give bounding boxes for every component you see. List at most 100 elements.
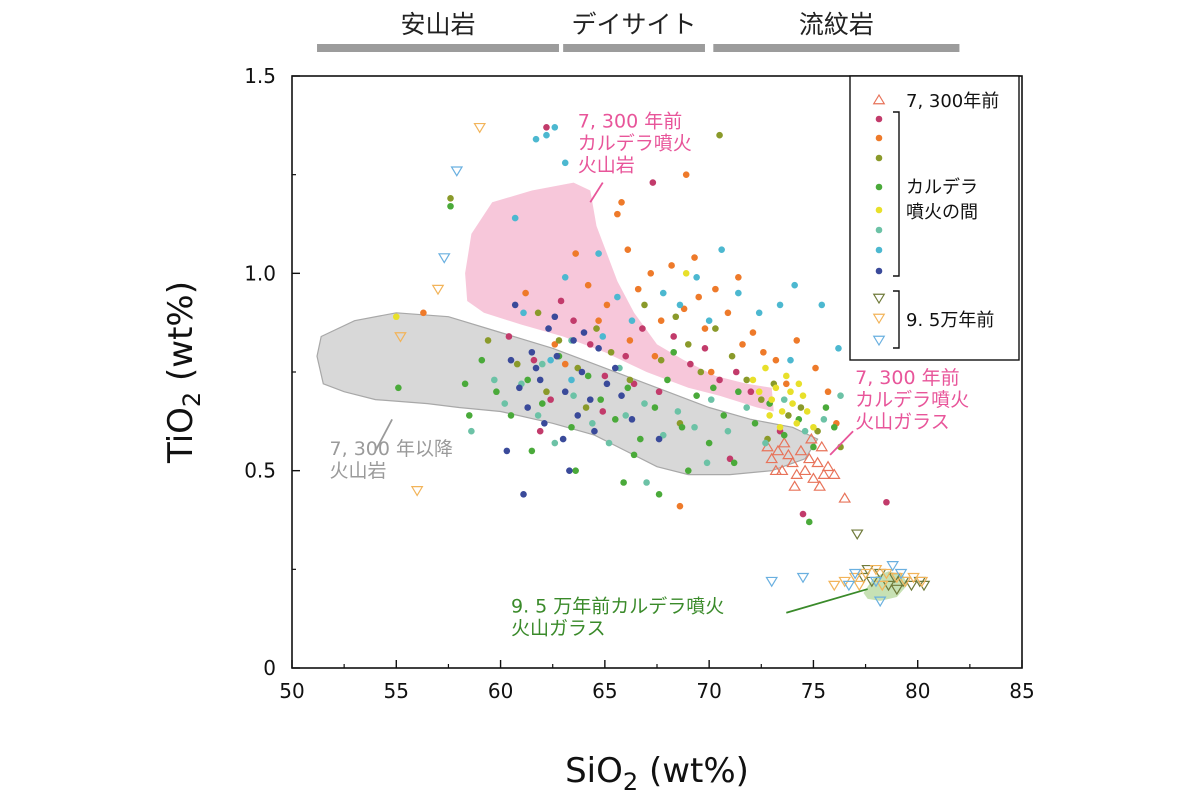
- data-point: [720, 412, 728, 419]
- data-point: [894, 568, 908, 580]
- data-point: [641, 301, 648, 309]
- data-point: [473, 122, 487, 134]
- data-point: [739, 341, 746, 348]
- data-point: [735, 289, 742, 297]
- annotation-arrow: [589, 182, 604, 203]
- x-axis-label-sub: 2: [623, 768, 638, 796]
- data-point: [607, 348, 615, 356]
- legend-box: [849, 75, 1020, 361]
- data-point: [599, 408, 607, 415]
- rock-class-bars: 安山岩 デイサイト 流紋岩: [317, 10, 960, 52]
- annotation-text: カルデラ噴火: [578, 132, 692, 154]
- data-point: [624, 246, 632, 253]
- data-point: [431, 284, 445, 296]
- data-point: [772, 356, 780, 364]
- data-point: [771, 444, 785, 456]
- data-point: [491, 376, 498, 384]
- data-point: [468, 427, 475, 435]
- data-point: [735, 273, 742, 281]
- legend-marker: [872, 293, 886, 305]
- data-point: [793, 337, 801, 344]
- y-axis-label: TiO2 (wt%): [161, 281, 206, 464]
- data-point: [687, 360, 694, 368]
- data-point: [668, 262, 675, 269]
- data-point: [551, 439, 559, 447]
- data-point: [824, 388, 832, 396]
- data-point: [697, 368, 705, 376]
- data-point: [595, 317, 602, 324]
- data-point: [898, 576, 912, 588]
- data-point: [511, 214, 519, 222]
- data-point: [578, 368, 586, 376]
- data-point: [410, 486, 424, 497]
- field-regions: [316, 182, 908, 601]
- annotation-arrow: [786, 588, 868, 614]
- data-point: [584, 372, 592, 380]
- data-point: [682, 171, 690, 178]
- data-point: [802, 452, 816, 464]
- data-point: [799, 392, 807, 399]
- legend-marker: [875, 246, 883, 254]
- data-point: [670, 333, 677, 340]
- legend-marker: [872, 93, 886, 105]
- x-tick-label: 65: [592, 679, 617, 703]
- y-axis-label-sub: 2: [178, 392, 206, 407]
- data-point: [765, 576, 779, 588]
- data-point: [553, 352, 561, 360]
- data-point: [628, 317, 636, 324]
- x-tick-label: 60: [488, 679, 513, 703]
- data-point: [693, 273, 700, 281]
- data-point: [541, 420, 548, 427]
- data-point: [755, 388, 763, 396]
- data-point: [880, 568, 893, 580]
- data-point: [511, 301, 519, 309]
- data-point: [599, 333, 607, 340]
- data-point: [437, 253, 451, 264]
- data-point: [691, 254, 698, 261]
- data-point: [595, 250, 602, 257]
- data-point: [827, 468, 841, 479]
- data-point: [545, 325, 552, 332]
- data-point: [622, 412, 630, 419]
- data-point: [568, 376, 575, 384]
- data-point: [543, 131, 550, 139]
- data-point: [570, 337, 577, 344]
- data-point: [547, 396, 554, 403]
- data-point: [726, 455, 734, 463]
- data-point: [580, 329, 588, 336]
- x-tick-label: 70: [696, 679, 721, 703]
- data-point: [611, 416, 619, 423]
- data-point: [743, 376, 750, 384]
- data-point: [626, 337, 634, 344]
- data-point: [705, 439, 713, 447]
- data-point: [712, 285, 719, 293]
- data-point: [735, 388, 742, 396]
- data-point: [559, 435, 567, 443]
- data-point: [392, 313, 400, 321]
- data-point: [628, 416, 636, 423]
- data-point: [676, 502, 684, 510]
- data-point: [570, 392, 577, 399]
- data-point: [572, 467, 579, 474]
- data-point: [761, 440, 774, 452]
- data-point: [749, 376, 757, 384]
- data-point: [524, 404, 531, 411]
- y-axis-label-unit: (wt%): [161, 281, 201, 392]
- data-point: [772, 384, 780, 392]
- data-point: [762, 439, 769, 447]
- data-point: [835, 345, 842, 352]
- data-point: [478, 356, 486, 364]
- data-point: [810, 443, 817, 451]
- data-point: [532, 364, 540, 372]
- data-point: [618, 392, 625, 399]
- data-point: [655, 435, 663, 443]
- data-point: [657, 317, 665, 324]
- data-point: [869, 576, 883, 588]
- data-point: [603, 301, 611, 309]
- data-point: [780, 431, 788, 439]
- data-point: [674, 408, 682, 415]
- data-point: [611, 364, 619, 372]
